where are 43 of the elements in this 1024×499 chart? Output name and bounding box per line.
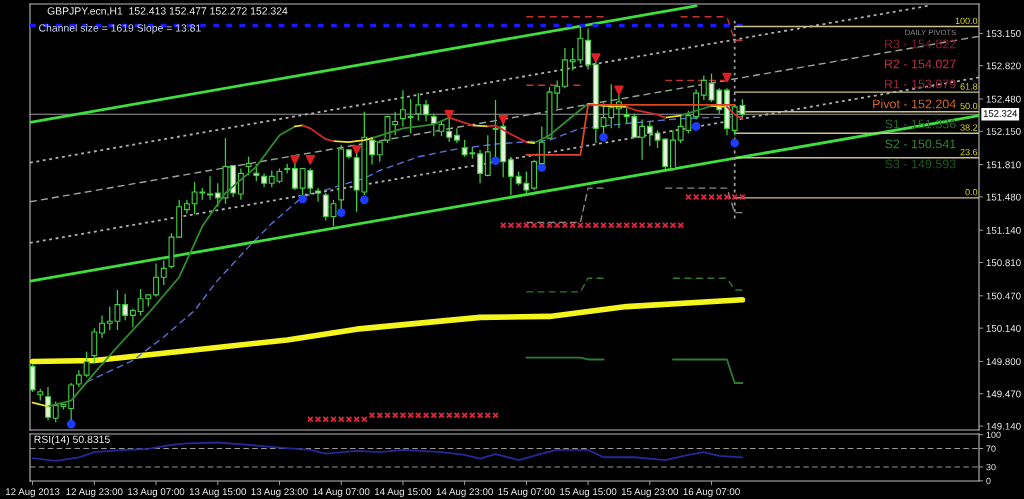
y-tick-label: 152.820 <box>986 62 1021 70</box>
x-tick-label: 12 Aug 23:00 <box>66 488 123 498</box>
annotation: 23.6 <box>960 148 978 156</box>
annotation: R2 - 154.027 <box>884 59 956 69</box>
x-tick-label: 15 Aug 15:00 <box>560 488 617 498</box>
x-tick-label: 14 Aug 07:00 <box>313 488 370 498</box>
y-tick-label: 152.480 <box>986 95 1021 103</box>
y-tick-label: 151.140 <box>986 226 1021 234</box>
y-tick-label: 149.140 <box>986 422 1021 430</box>
y-tick-label: 152.150 <box>986 128 1021 135</box>
x-tick-label: 14 Aug 23:00 <box>436 488 493 498</box>
annotation: 0.0 <box>965 189 978 196</box>
y-tick-label: 151.810 <box>986 161 1021 169</box>
chart-title: RSI(14) 50.8315 <box>34 435 110 446</box>
y-tick-label: 100 <box>986 431 1001 439</box>
annotation: S3 - 149.593 <box>885 159 956 169</box>
y-tick-label: 150.810 <box>986 259 1021 267</box>
y-tick-label: 150.140 <box>986 324 1021 332</box>
x-tick-label: 15 Aug 23:00 <box>621 488 679 498</box>
y-tick-label: 0 <box>986 477 991 485</box>
annotation: 50.0 <box>960 102 978 110</box>
y-tick-label: 151.480 <box>986 193 1021 201</box>
y-tick-label: 153.150 <box>986 30 1021 37</box>
x-tick-label: 13 Aug 15:00 <box>189 488 247 498</box>
x-tick-label: 14 Aug 15:00 <box>375 488 432 498</box>
y-tick-label: 149.800 <box>986 358 1021 366</box>
annotation: S2 - 150.541 <box>885 139 956 149</box>
annotation: 38.2 <box>960 124 978 131</box>
y-tick-label: 30 <box>986 463 996 471</box>
y-tick-label: 149.470 <box>986 390 1021 398</box>
annotation: 100.0 <box>955 17 978 25</box>
ref-line-label: 152.324 <box>983 110 1018 117</box>
x-tick-label: 13 Aug 07:00 <box>128 488 185 498</box>
y-tick-label: 150.470 <box>986 292 1021 300</box>
annotation: Pivot - 152.204 <box>873 99 956 109</box>
x-tick-label: 16 Aug 07:00 <box>683 488 740 498</box>
annotation: 61.8 <box>960 83 978 90</box>
y-tick-label: 70 <box>986 445 996 452</box>
chart-title: GBPJPY.ecn,H1 152.413 152.477 152.272 152.324 <box>47 7 288 16</box>
x-tick-label: 13 Aug 23:00 <box>251 488 308 498</box>
text: Channel size = 1619 Slope = 13.81 <box>39 24 201 34</box>
x-tick-label: 12 Aug 2013 <box>6 488 60 498</box>
x-tick-label: 15 Aug 07:00 <box>498 488 555 498</box>
